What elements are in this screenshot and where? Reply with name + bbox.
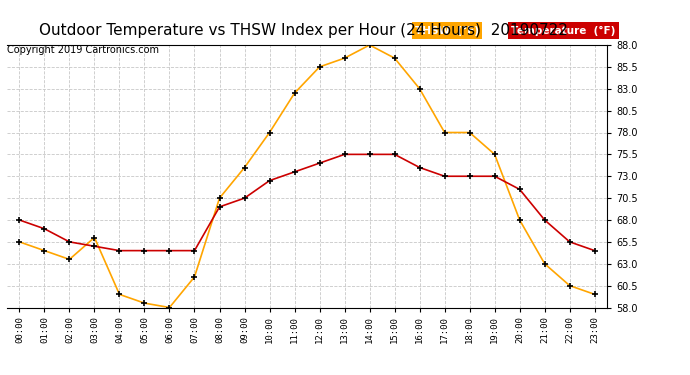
Text: THSW  (°F): THSW (°F): [415, 26, 479, 36]
Text: Copyright 2019 Cartronics.com: Copyright 2019 Cartronics.com: [7, 45, 159, 55]
Text: Temperature  (°F): Temperature (°F): [511, 26, 615, 36]
Text: Outdoor Temperature vs THSW Index per Hour (24 Hours)  20190722: Outdoor Temperature vs THSW Index per Ho…: [39, 22, 568, 38]
